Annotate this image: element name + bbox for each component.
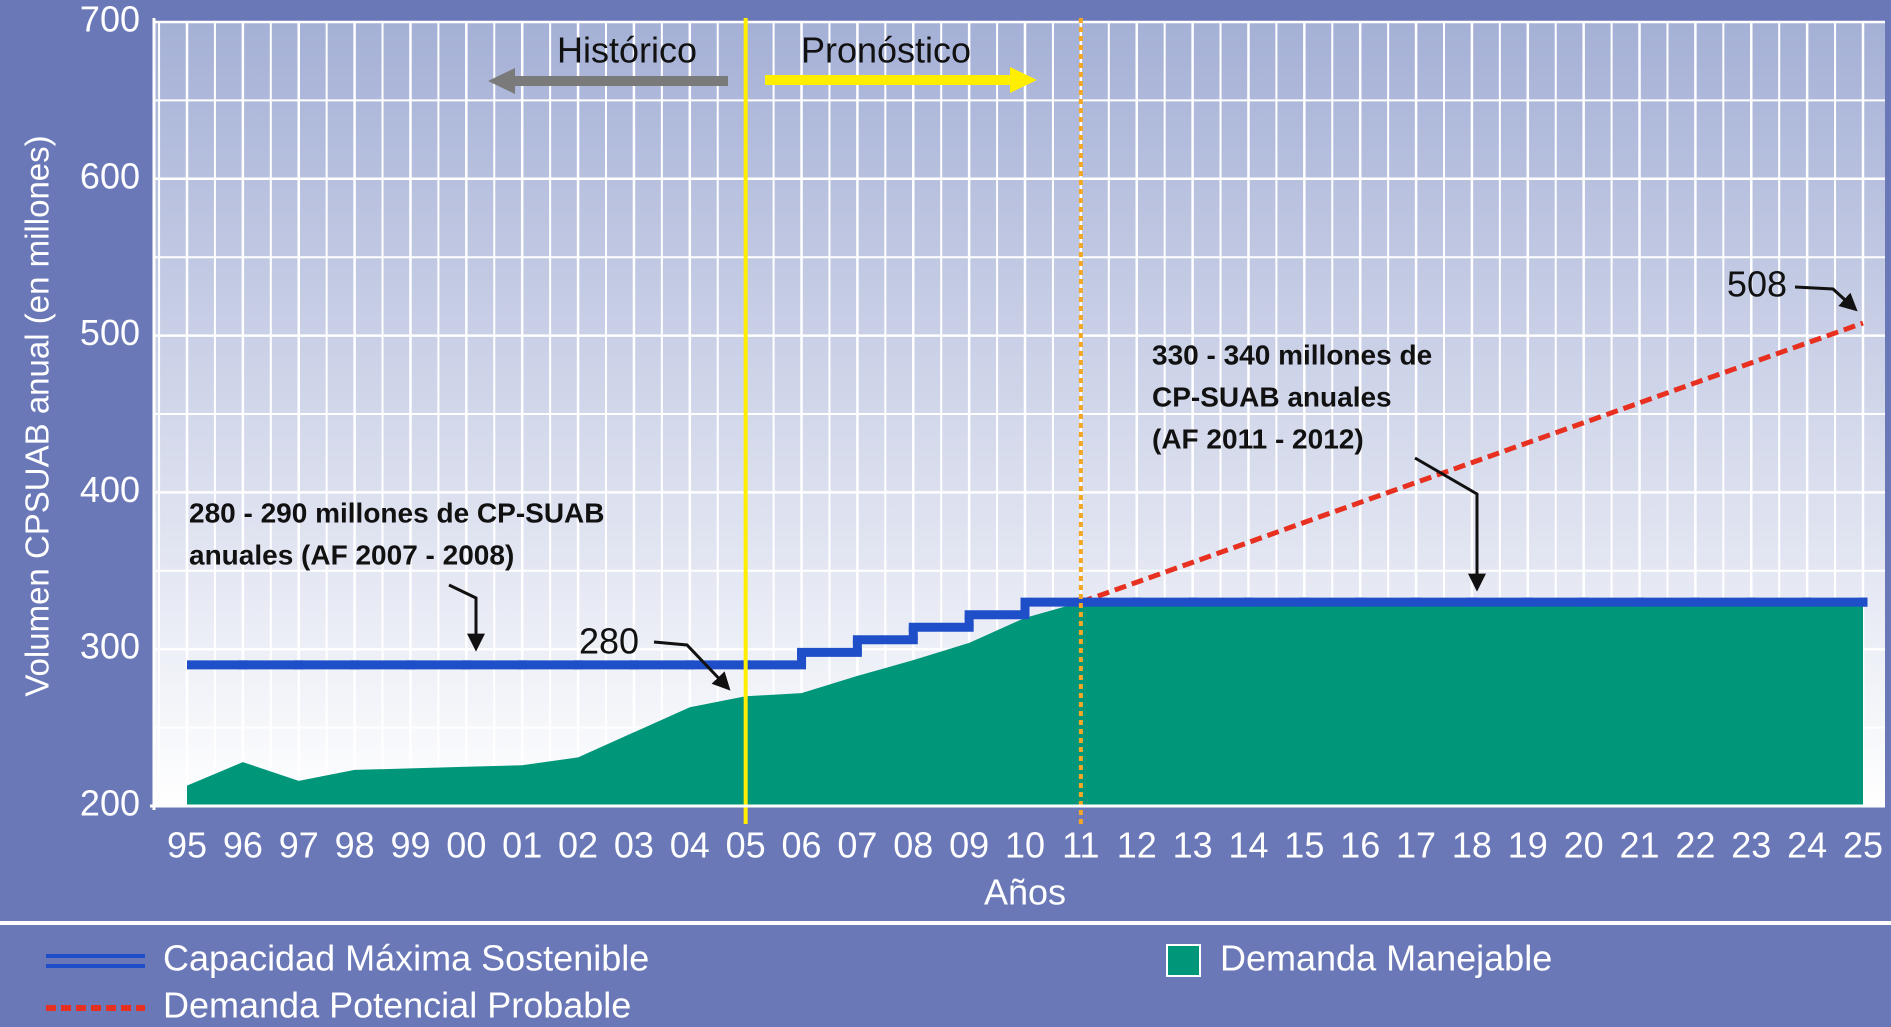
annotation: 330 - 340 millones de bbox=[1152, 339, 1432, 370]
legend-label: Capacidad Máxima Sostenible bbox=[163, 938, 649, 979]
legend-label: Demanda Potencial Probable bbox=[163, 985, 631, 1026]
y-tick-label: 500 bbox=[80, 312, 140, 353]
x-tick-label: 25 bbox=[1843, 825, 1883, 866]
x-tick-label: 97 bbox=[279, 825, 319, 866]
x-tick-label: 13 bbox=[1173, 825, 1213, 866]
arrow bbox=[1794, 285, 1858, 312]
line bbox=[1080, 320, 1864, 605]
x-tick-label: 20 bbox=[1564, 825, 1604, 866]
legend-swatch bbox=[1166, 944, 1201, 977]
x-tick-label: 98 bbox=[335, 825, 375, 866]
x-tick-label: 17 bbox=[1396, 825, 1436, 866]
annotation: Pronóstico bbox=[801, 30, 971, 71]
x-tick-label: 22 bbox=[1675, 825, 1715, 866]
legend-label: Demanda Manejable bbox=[1220, 938, 1552, 979]
y-tick-label: 200 bbox=[80, 783, 140, 824]
annotation: 280 - 290 millones de CP-SUAB bbox=[189, 497, 604, 528]
x-tick-label: 08 bbox=[893, 825, 933, 866]
x-tick-label: 07 bbox=[837, 825, 877, 866]
x-axis-label: Años bbox=[984, 872, 1066, 913]
x-tick-label: 06 bbox=[782, 825, 822, 866]
arrow bbox=[765, 67, 1037, 93]
x-tick-label: 05 bbox=[726, 825, 766, 866]
x-tick-label: 01 bbox=[502, 825, 542, 866]
x-tick-label: 24 bbox=[1787, 825, 1827, 866]
x-tick-label: 18 bbox=[1452, 825, 1492, 866]
y-tick-label: 700 bbox=[80, 0, 140, 40]
y-tick-label: 400 bbox=[80, 469, 140, 510]
x-tick-label: 03 bbox=[614, 825, 654, 866]
x-tick-label: 02 bbox=[558, 825, 598, 866]
x-tick-label: 23 bbox=[1731, 825, 1771, 866]
x-tick-label: 09 bbox=[949, 825, 989, 866]
x-tick-label: 21 bbox=[1620, 825, 1660, 866]
x-tick-label: 11 bbox=[1062, 825, 1099, 866]
x-tick-label: 95 bbox=[167, 825, 207, 866]
x-tick-label: 16 bbox=[1340, 825, 1380, 866]
x-tick-label: 10 bbox=[1005, 825, 1045, 866]
arrow bbox=[653, 640, 731, 691]
y-tick-label: 300 bbox=[80, 626, 140, 667]
annotation: anuales (AF 2007 - 2008) bbox=[189, 539, 514, 570]
arrow bbox=[448, 583, 485, 652]
annotation: (AF 2011 - 2012) bbox=[1152, 423, 1364, 454]
x-tick-label: 96 bbox=[223, 825, 263, 866]
y-tick-label: 600 bbox=[80, 155, 140, 196]
annotation: Histórico bbox=[557, 30, 697, 71]
x-tick-label: 19 bbox=[1508, 825, 1548, 866]
x-tick-label: 99 bbox=[390, 825, 430, 866]
x-tick-label: 12 bbox=[1117, 825, 1157, 866]
x-tick-label: 00 bbox=[446, 825, 486, 866]
legend: Capacidad Máxima Sostenible Demanda Pote… bbox=[46, 938, 1552, 1026]
x-tick-label: 14 bbox=[1228, 825, 1268, 866]
area bbox=[187, 602, 1863, 806]
annotation: 280 bbox=[579, 621, 639, 662]
x-tick-label: 15 bbox=[1284, 825, 1324, 866]
arrow bbox=[488, 68, 728, 94]
annotation: 508 bbox=[1727, 264, 1787, 305]
annotation: CP-SUAB anuales bbox=[1152, 381, 1392, 412]
x-tick-label: 04 bbox=[670, 825, 710, 866]
arrow bbox=[1414, 456, 1486, 592]
y-axis-label: Volumen CPSUAB anual (en millones) bbox=[19, 135, 56, 696]
